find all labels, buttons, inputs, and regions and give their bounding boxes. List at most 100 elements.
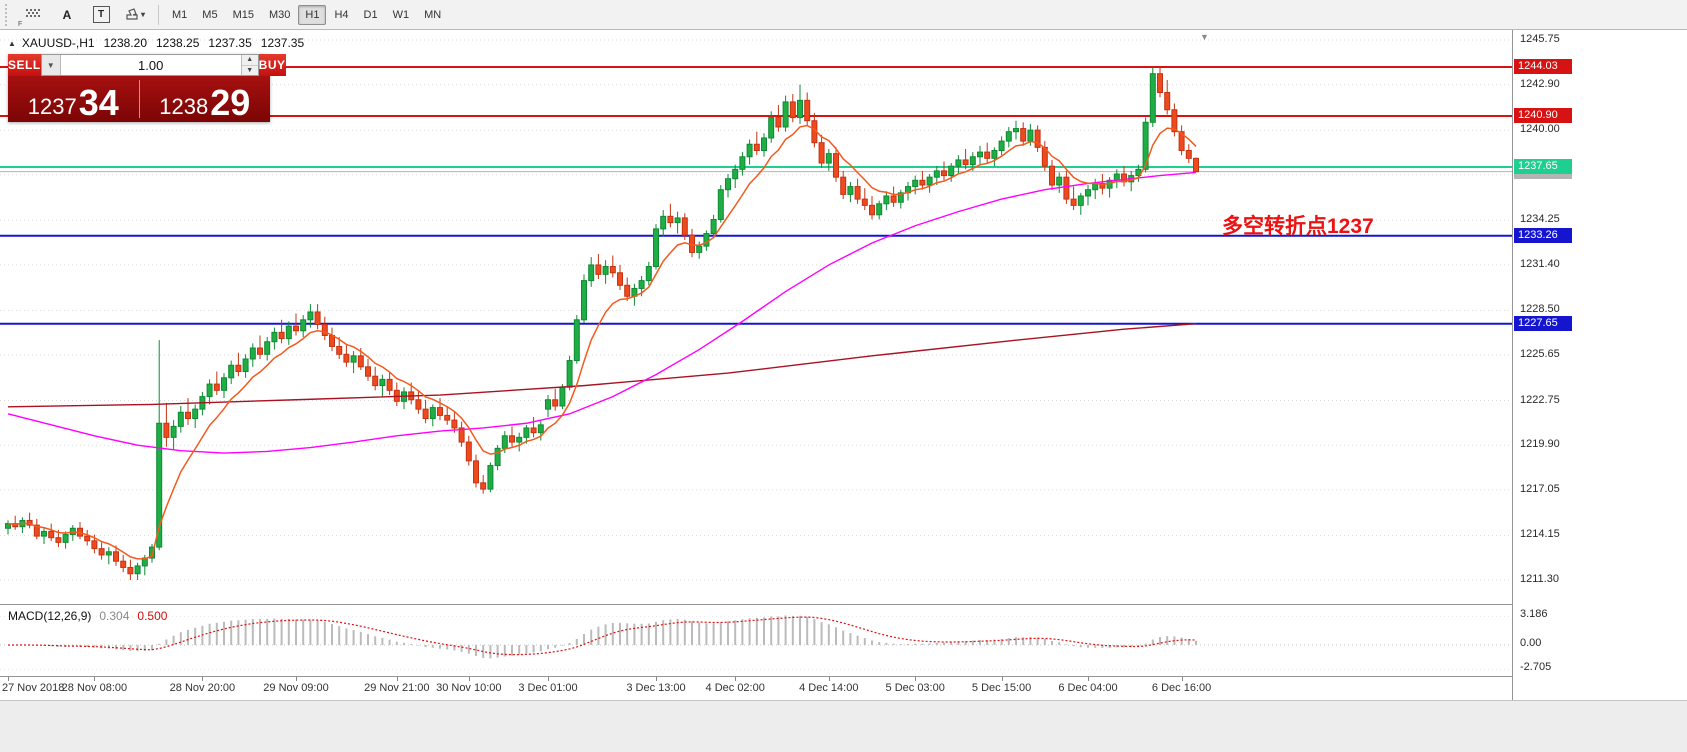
time-axis-label: 3 Dec 01:00 [518,682,578,694]
buy-button[interactable]: BUY [258,54,286,76]
price-level-badge[interactable]: 1227.65 [1514,315,1572,331]
main-chart-pane[interactable]: ▲ XAUUSD-,H1 1238.20 1238.25 1237.35 123… [0,30,1512,604]
price-tick-label: 1214.15 [1520,528,1560,541]
candle-body [1027,129,1034,142]
candle-body [912,179,919,188]
bid-price[interactable]: 1237 34 [8,76,139,122]
price-level-badge[interactable]: 1233.26 [1514,227,1572,243]
time-axis-label: 28 Nov 20:00 [169,682,236,694]
candle-body [782,101,789,128]
candle-body [451,419,458,429]
price-level-badge[interactable]: 1240.90 [1514,108,1572,124]
candlestick-chart[interactable] [0,30,1512,604]
time-axis-label: 5 Dec 03:00 [885,682,945,694]
candle-body [271,331,278,343]
timeframe-button-h1[interactable]: H1 [298,4,327,25]
candle-body [602,266,609,275]
candle-body [768,117,775,139]
stamp-icon [126,8,138,20]
macd-tick-label: 0.00 [1520,637,1542,649]
time-tick [828,677,830,681]
sell-button[interactable]: SELL [8,54,41,76]
candle-body [91,540,98,550]
timeframe-button-m1[interactable]: M1 [165,5,194,25]
price-axis[interactable]: 1245.751242.901240.001237.151234.251231.… [1512,30,1687,700]
candle-body [566,360,573,388]
macd-chart[interactable] [0,605,1512,676]
timeframe-button-h4[interactable]: H4 [327,5,355,25]
candle-body [429,407,436,420]
candle-body [876,203,883,216]
candle-body [444,414,451,421]
candle-body [293,325,299,332]
candle-body [710,218,717,235]
price-tick-label: 1234.25 [1520,213,1560,226]
price-level-badge[interactable]: 1237.65 [1514,158,1572,174]
candle-body [739,156,746,170]
volume-input[interactable] [60,55,241,75]
candle-body [833,153,839,178]
candle-body [1193,157,1199,173]
candle-body [228,364,235,379]
chart-shift-marker-icon[interactable]: ▼ [1200,32,1209,42]
timeframe-button-m30[interactable]: M30 [262,5,297,25]
time-tick [94,677,96,681]
candle-body [1099,182,1106,189]
candles[interactable] [5,66,1199,580]
candle-body [1142,121,1149,170]
volume-dropdown-button[interactable]: ▼ [41,55,61,75]
macd-pane[interactable]: MACD(12,26,9) 0.304 0.500 [0,604,1512,676]
candle-body [732,168,739,180]
candle-body [357,355,364,368]
candle-body [321,323,328,336]
time-tick [396,677,398,681]
toolbar-grip[interactable] [5,3,13,26]
timeframe-button-m15[interactable]: M15 [226,5,261,25]
time-axis[interactable]: 27 Nov 2018 28 Nov 08:00 28 Nov 20:00 29 No… [0,676,1512,700]
ask-price[interactable]: 1238 29 [140,76,271,122]
candle-body [437,407,443,416]
timeframe-button-mn[interactable]: MN [417,5,448,25]
chart-text-annotation[interactable]: 多空转折点1237 [1222,215,1374,238]
candle-body [1049,165,1055,186]
candle-body [969,156,976,166]
price-tick-label: 1211.30 [1520,573,1559,585]
time-axis-label: 29 Nov 09:00 [263,682,329,694]
volume-down-button[interactable]: ▼ [241,65,258,75]
mid-ma-line [7,171,1197,454]
candle-body [494,447,501,467]
price-tick-label: 1219.90 [1520,438,1560,451]
candle-body [941,170,947,177]
candle-body [473,460,479,484]
chart-expand-icon[interactable]: ▲ [8,38,16,48]
candle-body [415,399,422,410]
text-tool[interactable]: T [84,2,118,28]
pattern-stamp-icon[interactable]: F [16,2,50,28]
timeframe-button-m5[interactable]: M5 [195,5,224,25]
candle-body [192,408,199,420]
candle-body [487,465,494,490]
arrow-a-tool[interactable]: A [62,7,72,22]
candle-body [163,422,170,438]
status-strip [0,700,1687,752]
candle-body [861,198,868,206]
candle-body [206,383,213,398]
timeframe-button-w1[interactable]: W1 [386,5,417,25]
price-level-badge[interactable]: 1244.03 [1514,58,1572,74]
high-value: 1238.25 [156,36,200,50]
bid-integer: 1237 [27,94,77,119]
candle-body [624,284,631,297]
price-tick-label: 1222.75 [1520,393,1560,406]
price-tick-label: 1240.00 [1520,123,1560,136]
fast-ma-line [7,124,1197,560]
macd-name: MACD(12,26,9) [8,609,92,623]
timeframe-button-d1[interactable]: D1 [357,5,385,25]
candle-body [1149,73,1156,123]
volume-up-button[interactable]: ▲ [241,55,258,66]
candle-body [1005,131,1012,142]
candle-body [386,378,393,391]
draw-tool-dropdown[interactable]: ▾ [118,2,152,28]
candle-body [933,170,940,178]
candle-body [537,424,544,434]
macd-tick-label: -2.705 [1520,661,1552,674]
